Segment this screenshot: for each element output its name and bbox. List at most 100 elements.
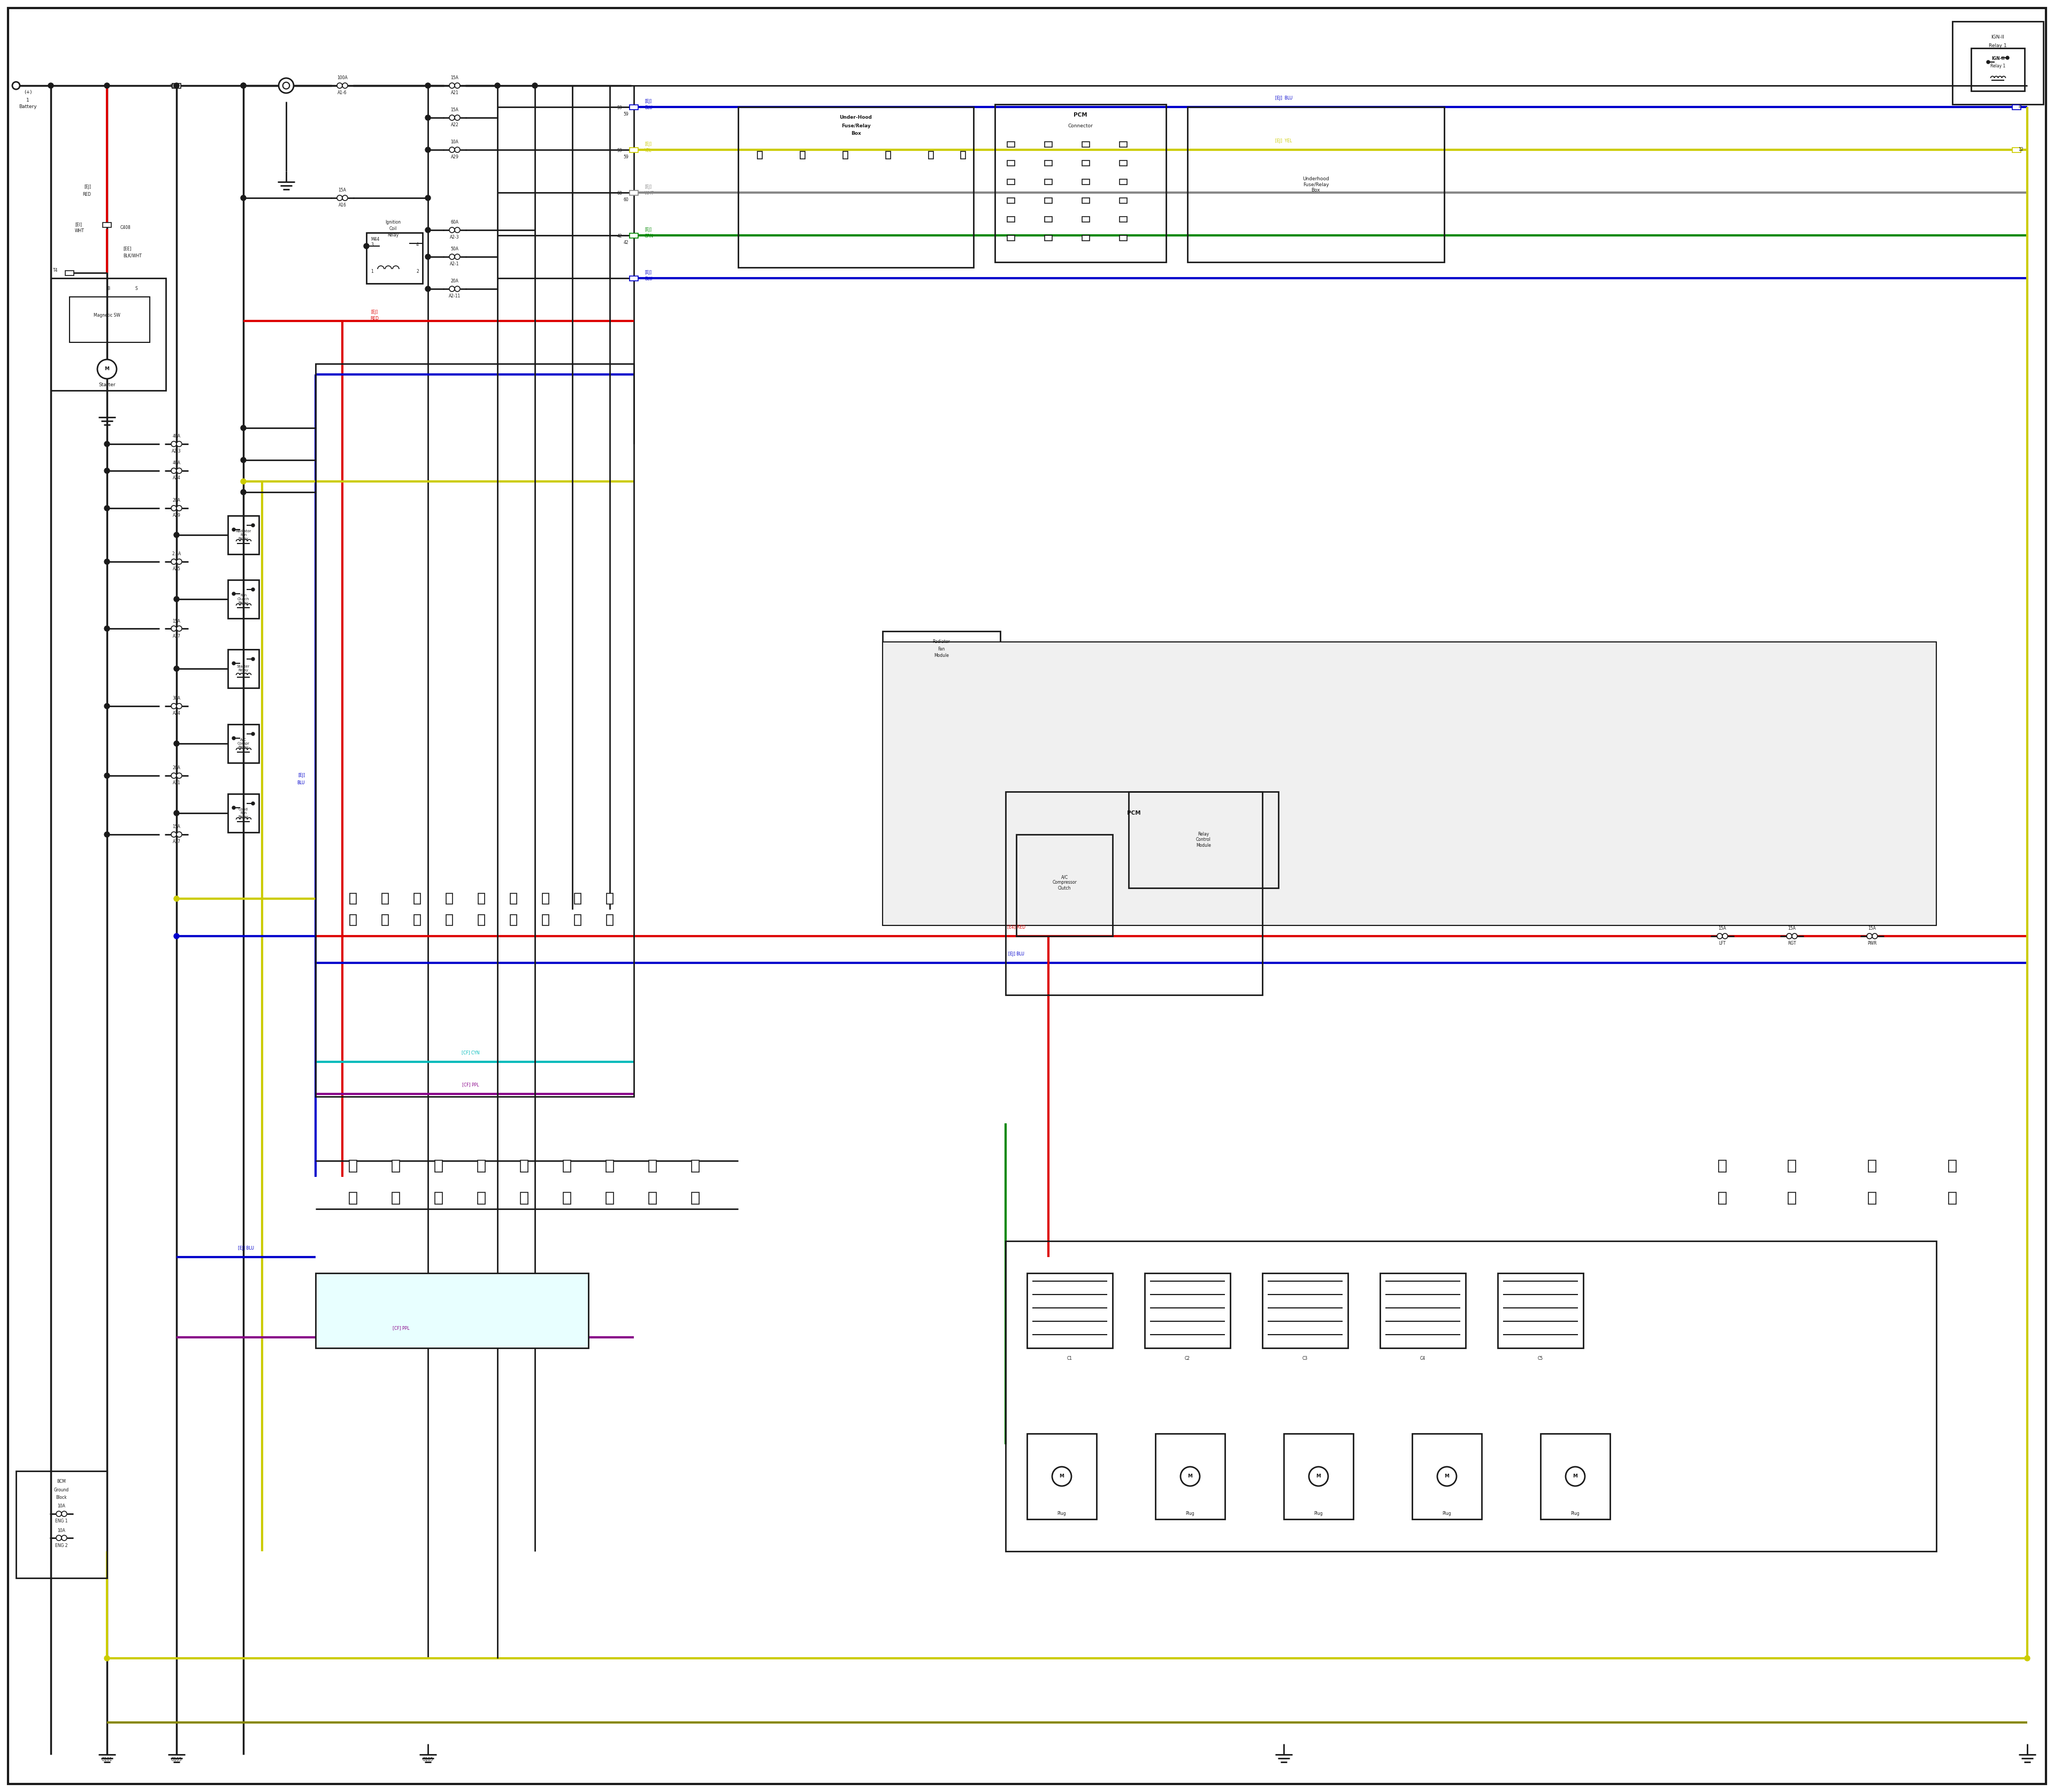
Bar	[692, 1192, 698, 1204]
Text: Underhood
Fuse/Relay
Box: Underhood Fuse/Relay Box	[1302, 177, 1329, 192]
Text: A17: A17	[173, 634, 181, 638]
Bar	[842, 151, 848, 159]
Circle shape	[177, 831, 183, 837]
Bar	[446, 914, 452, 925]
Text: LFT: LFT	[1719, 941, 1725, 946]
Text: Relay 1: Relay 1	[1990, 65, 2005, 68]
Text: 20A: 20A	[173, 498, 181, 504]
Bar	[446, 894, 452, 903]
Circle shape	[1717, 934, 1723, 939]
Bar	[1082, 179, 1089, 185]
Bar	[66, 271, 74, 276]
Circle shape	[279, 79, 294, 93]
Bar	[1284, 1434, 1354, 1520]
Text: 8: 8	[2019, 104, 2021, 109]
Circle shape	[425, 228, 431, 233]
Text: Ground: Ground	[53, 1487, 70, 1493]
Text: Radiator
Fan
Relay: Radiator Fan Relay	[236, 530, 251, 539]
Bar	[649, 1192, 657, 1204]
Text: 10A: 10A	[58, 1529, 66, 1532]
Text: Ignition: Ignition	[386, 220, 401, 224]
Text: A29: A29	[173, 513, 181, 518]
Bar	[575, 894, 581, 903]
Text: PCM: PCM	[1074, 113, 1087, 118]
Bar	[1045, 197, 1052, 202]
Circle shape	[170, 831, 177, 837]
Text: Starter
Relay: Starter Relay	[236, 665, 251, 672]
Text: A/C
Compr
Relay: A/C Compr Relay	[236, 738, 249, 749]
Circle shape	[177, 505, 183, 511]
Circle shape	[175, 934, 179, 939]
Bar	[1119, 217, 1128, 222]
Text: GRN: GRN	[645, 235, 653, 238]
Text: RGT: RGT	[1787, 941, 1795, 946]
Circle shape	[425, 115, 431, 120]
Bar	[1187, 108, 1444, 262]
Bar	[103, 222, 111, 228]
Bar	[1082, 235, 1089, 240]
Circle shape	[177, 625, 183, 631]
Circle shape	[177, 468, 183, 473]
Circle shape	[175, 532, 179, 538]
Circle shape	[454, 115, 460, 120]
Text: 15A: 15A	[173, 824, 181, 830]
Text: BCM: BCM	[58, 1480, 66, 1484]
Circle shape	[1986, 61, 1990, 65]
Text: 15A: 15A	[450, 75, 458, 81]
Bar	[799, 151, 805, 159]
Circle shape	[450, 287, 454, 292]
Text: Starter: Starter	[99, 383, 115, 387]
Bar	[631, 104, 639, 109]
Bar	[1006, 179, 1015, 185]
Text: Cond
Fan
Relay: Cond Fan Relay	[238, 808, 249, 819]
Text: Module: Module	[935, 654, 949, 658]
Text: 3: 3	[370, 242, 374, 247]
Bar	[1045, 142, 1052, 147]
Bar	[1119, 142, 1128, 147]
Circle shape	[232, 661, 236, 665]
Circle shape	[177, 559, 183, 564]
Bar	[415, 914, 421, 925]
Bar	[1719, 1192, 1725, 1204]
Text: M: M	[1573, 1475, 1577, 1478]
Text: [EE]: [EE]	[123, 246, 131, 251]
Bar	[1082, 197, 1089, 202]
Circle shape	[337, 195, 343, 201]
Bar	[2013, 147, 2021, 152]
Bar	[349, 1192, 357, 1204]
Text: A29: A29	[450, 154, 458, 159]
Text: C2: C2	[1185, 1357, 1189, 1362]
Bar	[1128, 792, 1278, 889]
Bar	[1045, 235, 1052, 240]
Text: [EJ]: [EJ]	[645, 228, 651, 233]
Circle shape	[343, 195, 347, 201]
Circle shape	[97, 360, 117, 378]
Bar	[631, 147, 639, 152]
Bar	[228, 581, 259, 618]
Circle shape	[177, 704, 183, 710]
Bar	[1027, 1434, 1097, 1520]
Text: [EJ]: [EJ]	[645, 185, 651, 190]
Text: 2: 2	[417, 269, 419, 274]
Circle shape	[1723, 934, 1727, 939]
Bar	[349, 894, 355, 903]
Bar	[1006, 217, 1015, 222]
Text: 4: 4	[417, 242, 419, 247]
Bar	[1045, 161, 1052, 167]
Text: A2-1: A2-1	[450, 262, 460, 267]
Bar	[692, 1159, 698, 1172]
Text: ENG 1: ENG 1	[55, 1520, 68, 1523]
Text: Plug: Plug	[1442, 1511, 1452, 1516]
Text: 10A: 10A	[450, 140, 458, 145]
Text: [EJ]: [EJ]	[645, 99, 651, 104]
Bar	[1119, 179, 1128, 185]
Text: 15A: 15A	[173, 618, 181, 624]
Bar	[435, 1192, 442, 1204]
Circle shape	[170, 505, 177, 511]
Circle shape	[1871, 934, 1877, 939]
Bar	[349, 1159, 357, 1172]
Circle shape	[1438, 1468, 1456, 1486]
Text: Magnetic SW: Magnetic SW	[94, 314, 121, 317]
Bar	[1413, 1434, 1481, 1520]
Circle shape	[454, 254, 460, 260]
